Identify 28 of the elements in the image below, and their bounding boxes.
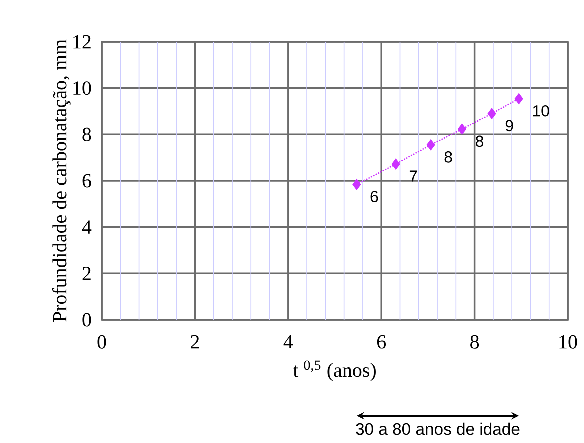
x-tick-label: 6 [377,335,386,349]
x-tick-label: 0 [98,335,106,349]
y-tick-label: 8 [82,128,92,142]
data-label: 8 [476,136,484,148]
x-tick-label: 2 [191,335,200,349]
data-label: 9 [506,120,514,132]
x-axis-title: t $^{0,5}$ (anos) [293,360,376,382]
point [426,140,436,150]
y-tick-label: 6 [82,174,92,188]
data-label: 7 [410,170,418,182]
y-axis-title: Profundidade de carbonatação, mm [52,40,71,322]
point [392,158,400,170]
x-tick-label: 10 [560,335,578,349]
x-tick-label: 8 [470,335,480,349]
data-label: 8 [444,152,452,163]
point [514,94,524,104]
data-label: 10 [533,105,550,117]
x-tick-label: 4 [284,335,294,349]
point [488,108,496,120]
y-tick-label: 0 [82,313,92,327]
y-tick-label: 10 [74,82,92,96]
data-label: 6 [370,191,378,202]
text: 30 a 80 anos de idade [356,422,520,436]
y-tick-label: 12 [74,35,91,49]
y-tick-label: 2 [82,267,91,280]
point [458,124,466,135]
point [352,179,362,190]
y-tick-label: 4 [82,220,92,234]
